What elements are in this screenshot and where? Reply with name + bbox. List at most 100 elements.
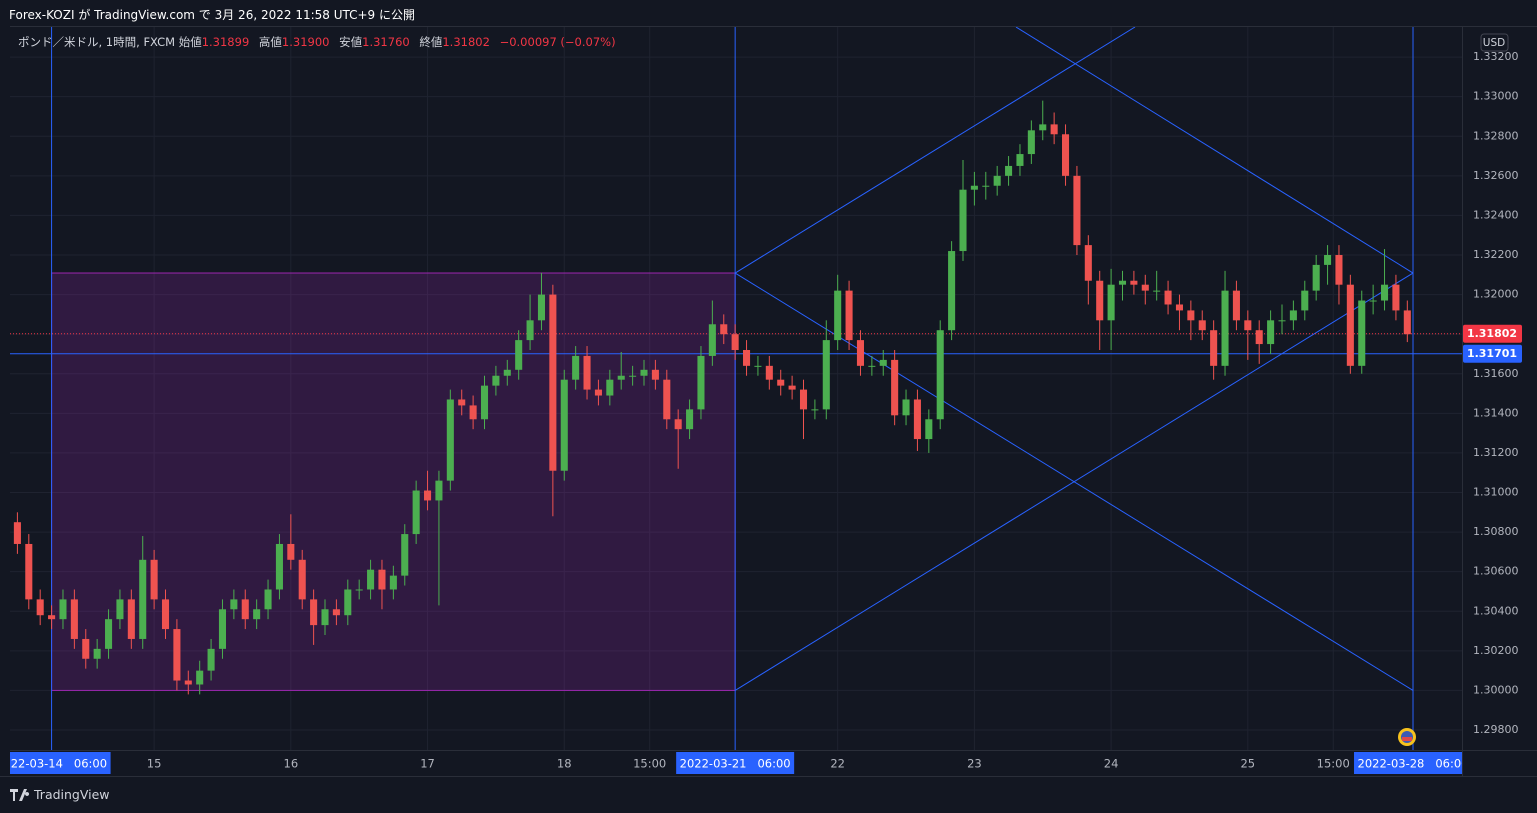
y-tick-label: 1.30400: [1473, 604, 1519, 617]
candle-body: [925, 419, 933, 440]
x-tick-label: 15: [147, 757, 162, 771]
y-tick-label: 1.32400: [1473, 208, 1519, 221]
candle-body: [834, 290, 842, 341]
brand: TradingView: [34, 787, 110, 802]
y-tick-label: 1.31000: [1473, 486, 1519, 499]
candle-body: [150, 559, 158, 600]
currency-label: USD: [1483, 37, 1505, 49]
candle-body: [1210, 330, 1218, 366]
drawings: [10, 27, 1462, 750]
logo: [10, 788, 30, 801]
marker-label: 2022-03-14 06:00: [0, 757, 107, 771]
candle-body: [480, 385, 489, 420]
flag-icon: [1398, 728, 1416, 746]
candle-body: [275, 543, 283, 590]
price-label: 1.31802: [1467, 327, 1517, 340]
y-tick-label: 1.32000: [1473, 288, 1519, 301]
x-tick-label: 25: [1240, 757, 1255, 771]
trend-line: [734, 272, 1414, 691]
candle-body: [982, 185, 990, 187]
candle-body: [560, 379, 568, 471]
y-tick-label: 1.32800: [1473, 129, 1519, 142]
candle-body: [59, 599, 67, 620]
trend-line: [734, 27, 1136, 274]
y-tick-label: 1.32600: [1473, 169, 1519, 182]
candle-body: [1335, 255, 1343, 285]
price-label-box: [1463, 344, 1522, 363]
x-tick-label: 15:00: [1317, 757, 1350, 771]
candle-body: [1084, 245, 1092, 281]
price-label: 1.31701: [1467, 347, 1517, 360]
candle-body: [948, 251, 956, 331]
currency-box: [1480, 33, 1509, 52]
candle-body: [1187, 310, 1195, 321]
candle-body: [196, 670, 204, 685]
candle-body: [583, 355, 591, 390]
candle-body: [515, 340, 523, 370]
candle-body: [606, 379, 614, 396]
candle-body: [458, 399, 466, 406]
candle-body: [640, 369, 648, 376]
candle-body: [184, 680, 192, 685]
candle-body: [1358, 300, 1366, 366]
candle-body: [367, 569, 375, 590]
candle-body: [264, 589, 272, 610]
candle-body: [36, 599, 44, 616]
candle-body: [1096, 280, 1104, 321]
candle-body: [424, 490, 432, 501]
candle-body: [754, 365, 762, 367]
candle-body: [105, 619, 113, 649]
candle-body: [13, 522, 21, 544]
candle-body: [241, 599, 249, 620]
open-value: 1.31899: [201, 35, 250, 49]
close-label: 終値: [419, 35, 443, 49]
candle-body: [1118, 280, 1127, 285]
candle-body: [537, 294, 546, 321]
candle-body: [788, 385, 796, 390]
close-value: 1.31802: [442, 35, 490, 49]
candle-body: [811, 409, 819, 411]
price-label-box: [1463, 324, 1522, 343]
candle-body: [1221, 290, 1229, 366]
candle-body: [93, 648, 101, 659]
candle-body: [902, 399, 910, 416]
candle-body: [1050, 124, 1058, 135]
candle-body: [218, 609, 227, 649]
candle-body: [469, 405, 477, 420]
x-tick-label: 23: [967, 757, 982, 771]
candle-body: [378, 569, 386, 590]
x-tick-label: 24: [1104, 757, 1119, 771]
candle-body: [697, 355, 705, 410]
candle-body: [70, 599, 78, 639]
y-tick-label: 1.30200: [1473, 644, 1519, 657]
candle-body: [993, 175, 1001, 186]
candle-body: [1198, 320, 1206, 331]
candle-body: [959, 189, 967, 252]
candle-body: [1255, 330, 1263, 345]
x-tick-label: 17: [420, 757, 435, 771]
candle-body: [1073, 175, 1081, 246]
candle-body: [1175, 304, 1183, 311]
y-tick-label: 1.30000: [1473, 683, 1519, 696]
candle-body: [1130, 280, 1138, 285]
candle-body: [1392, 284, 1400, 311]
candle-body: [629, 375, 637, 377]
high-value: 1.31900: [281, 35, 330, 49]
candle-body: [1346, 284, 1354, 366]
candle-body: [777, 379, 785, 386]
candle-body: [970, 185, 978, 190]
candle-body: [287, 543, 295, 560]
y-tick-label: 1.31400: [1473, 406, 1519, 419]
candle-body: [1289, 310, 1297, 321]
candle-body: [617, 375, 625, 380]
candle-body: [674, 419, 682, 430]
candle-body: [207, 648, 215, 671]
candle-body: [1369, 300, 1377, 302]
candle-body: [161, 599, 170, 630]
candle-body: [389, 575, 397, 590]
candle-body: [253, 609, 261, 620]
change: −0.00097 (−0.07%): [499, 35, 616, 49]
header-text: Forex-KOZI が TradingView.com で 3月 26, 20…: [9, 8, 416, 22]
candle-body: [82, 638, 90, 659]
